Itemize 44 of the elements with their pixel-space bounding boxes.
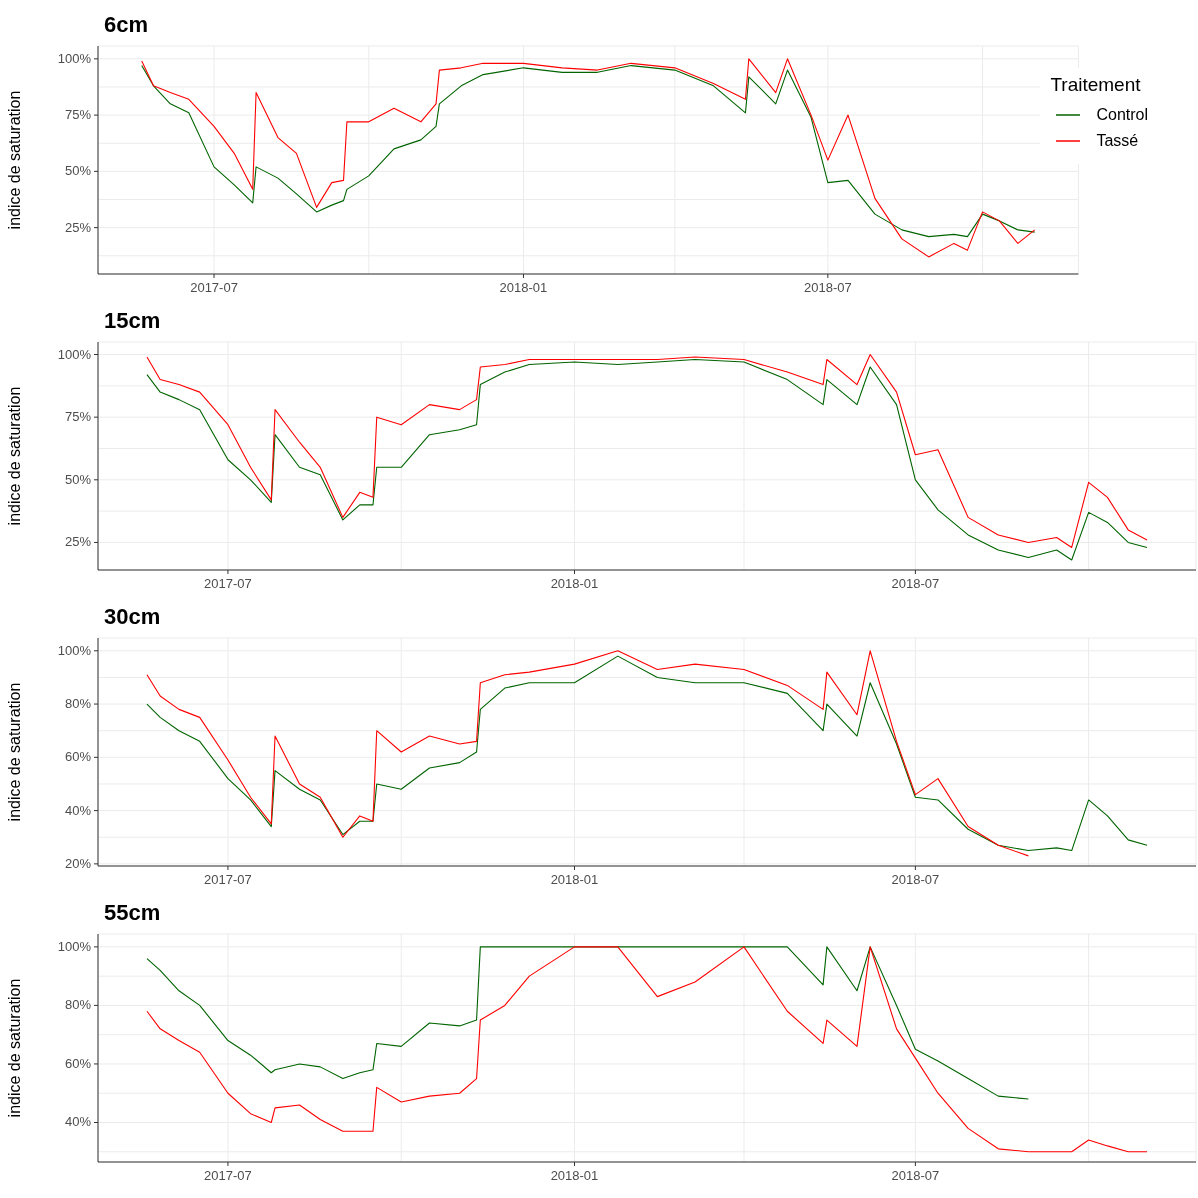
y-tick-label: 60% (64, 1055, 92, 1071)
x-tick-label: 2018-01 (550, 1168, 599, 1183)
x-tick-label: 2017-07 (204, 1168, 252, 1183)
y-tick-label: 100% (57, 938, 92, 954)
y-tick-label: 40% (64, 1114, 92, 1130)
x-tick-label: 2018-01 (550, 872, 599, 887)
y-tick-label: 80% (64, 696, 92, 712)
line-series (146, 946, 1148, 1153)
legend-label: Control (1096, 106, 1148, 124)
x-tick-label: 2018-01 (550, 576, 599, 591)
chart-title: 15cm (103, 307, 162, 334)
y-axis-title: indice de saturation (5, 978, 23, 1118)
y-axis-title: indice de saturation (5, 682, 23, 822)
chart-title: 55cm (103, 899, 162, 926)
y-tick-label: 25% (64, 534, 92, 550)
y-tick-label: 100% (57, 50, 92, 66)
legend-title: Traitement (1050, 74, 1142, 96)
chart-title: 30cm (103, 603, 162, 630)
line-series (146, 946, 1029, 1100)
x-tick-label: 2018-07 (891, 1168, 940, 1183)
y-axis-title: indice de saturation (5, 386, 23, 526)
legend-label: Tassé (1096, 132, 1139, 150)
y-tick-label: 75% (64, 409, 92, 425)
y-tick-label: 50% (64, 163, 92, 179)
x-tick-label: 2017-07 (190, 280, 238, 295)
y-tick-label: 20% (64, 855, 92, 871)
y-tick-label: 75% (64, 107, 92, 123)
y-tick-label: 25% (64, 219, 92, 235)
x-tick-label: 2017-07 (204, 576, 252, 591)
y-tick-label: 60% (64, 749, 92, 765)
y-axis-title: indice de saturation (5, 90, 23, 230)
x-tick-label: 2018-07 (891, 872, 940, 887)
y-tick-label: 80% (64, 997, 92, 1013)
x-tick-label: 2018-01 (499, 280, 548, 295)
y-tick-label: 100% (57, 346, 92, 362)
y-tick-label: 50% (64, 471, 92, 487)
chart-title: 6cm (103, 11, 150, 38)
line-series (146, 655, 1148, 852)
y-tick-label: 40% (64, 802, 92, 818)
line-series (146, 650, 1029, 857)
x-tick-label: 2018-07 (891, 576, 940, 591)
x-tick-label: 2017-07 (204, 872, 252, 887)
y-tick-label: 100% (57, 642, 92, 658)
x-tick-label: 2018-07 (803, 280, 852, 295)
